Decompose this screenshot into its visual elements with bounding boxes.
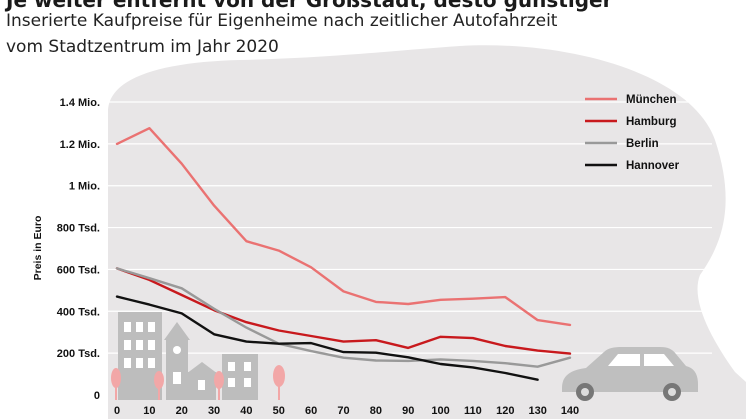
x-tick-label: 40 [240, 405, 252, 417]
y-tick-label: 1.4 Mio. [60, 97, 100, 109]
x-tick-label: 110 [464, 405, 482, 417]
legend-label-hamburg: Hamburg [626, 116, 676, 128]
legend-label-münchen: München [626, 94, 676, 106]
y-tick-label: 200 Tsd. [57, 348, 100, 360]
y-axis-title: Preis in Euro [32, 216, 44, 281]
x-tick-label: 70 [337, 405, 349, 417]
x-tick-label: 130 [528, 405, 546, 417]
tree-4 [273, 365, 285, 400]
subtitle-line-1: Inserierte Kaufpreise für Eigenheime nac… [6, 11, 558, 31]
tree-1 [111, 368, 121, 400]
y-tick-label: 400 Tsd. [57, 306, 100, 318]
legend-label-hannover: Hannover [626, 160, 680, 172]
background-blob [108, 45, 746, 419]
tree-3 [214, 371, 224, 400]
chart-subtitle: Inserierte Kaufpreise für Eigenheime nac… [6, 8, 557, 60]
x-tick-label: 140 [561, 405, 579, 417]
chart-title: Je weiter entfernt von der Großstadt, de… [6, 0, 613, 12]
y-tick-label: 600 Tsd. [57, 264, 100, 276]
y-tick-label: 1 Mio. [69, 181, 100, 193]
city-illustration [111, 312, 285, 400]
church-building [164, 322, 218, 400]
y-tick-label: 0 [94, 390, 100, 402]
x-tick-label: 20 [176, 405, 188, 417]
building-tall [118, 312, 162, 400]
subtitle-line-2: vom Stadtzentrum im Jahr 2020 [6, 37, 279, 57]
tree-2 [154, 371, 164, 400]
series-line-hamburg [115, 267, 572, 355]
x-tick-label: 90 [402, 405, 414, 417]
building-low [222, 354, 258, 400]
x-tick-label: 100 [431, 405, 449, 417]
x-tick-label: 0 [114, 405, 120, 417]
y-tick-label: 1.2 Mio. [60, 139, 100, 151]
x-tick-label: 30 [208, 405, 220, 417]
series-line-berlin [115, 267, 572, 368]
axes: 0 200 Tsd. 400 Tsd. 600 Tsd. 800 Tsd. 1 Mio. 1… [32, 97, 579, 417]
x-tick-label: 10 [143, 405, 155, 417]
legend-label-berlin: Berlin [626, 138, 659, 150]
car-illustration [562, 347, 698, 401]
x-tick-label: 60 [305, 405, 317, 417]
x-tick-label: 80 [370, 405, 382, 417]
series-line-münchen [115, 126, 572, 327]
data-lines [115, 126, 572, 381]
x-tick-label: 50 [273, 405, 285, 417]
y-tick-label: 800 Tsd. [57, 223, 100, 235]
legend: München Hamburg Berlin Hannover [585, 94, 680, 172]
x-tick-label: 120 [496, 405, 514, 417]
series-line-hannover [115, 295, 539, 381]
